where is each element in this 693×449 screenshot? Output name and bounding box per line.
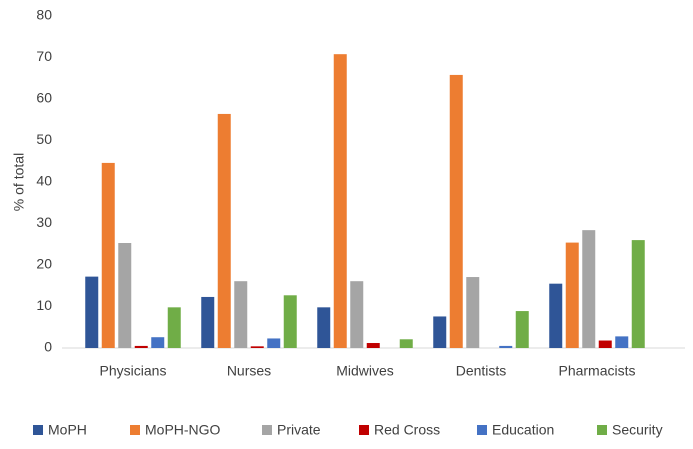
- legend-label: MoPH: [48, 422, 87, 438]
- bar: [217, 113, 231, 348]
- y-tick-label: 60: [36, 90, 52, 106]
- y-tick-label: 70: [36, 48, 52, 64]
- bar: [350, 281, 364, 348]
- legend-label: Red Cross: [374, 422, 440, 438]
- bar: [201, 296, 215, 348]
- bar: [134, 345, 148, 348]
- bar: [433, 316, 447, 348]
- bar: [333, 54, 347, 349]
- x-tick-label: Physicians: [100, 363, 167, 379]
- y-tick-label: 10: [36, 297, 52, 313]
- legend-swatch: [359, 425, 369, 435]
- x-tick-label: Nurses: [227, 363, 271, 379]
- bar: [151, 337, 165, 348]
- bar: [283, 295, 297, 348]
- legend-label: MoPH-NGO: [145, 422, 221, 438]
- x-tick-label: Dentists: [456, 363, 507, 379]
- bar: [449, 74, 463, 349]
- bar: [549, 283, 563, 348]
- bar: [515, 311, 529, 348]
- legend-label: Private: [277, 422, 321, 438]
- y-tick-label: 80: [36, 7, 52, 23]
- bar: [366, 343, 380, 348]
- legend-label: Security: [612, 422, 663, 438]
- legend-swatch: [33, 425, 43, 435]
- x-tick-label: Pharmacists: [558, 363, 635, 379]
- legend-label: Education: [492, 422, 554, 438]
- y-tick-label: 50: [36, 131, 52, 147]
- y-axis-label: % of total: [11, 153, 27, 211]
- y-tick-label: 20: [36, 256, 52, 272]
- bar: [167, 307, 181, 348]
- bar: [582, 230, 596, 348]
- legend-swatch: [597, 425, 607, 435]
- bar: [85, 276, 99, 348]
- bar: [267, 338, 281, 348]
- x-tick-label: Midwives: [336, 363, 394, 379]
- bar: [631, 240, 645, 348]
- bar: [317, 307, 331, 348]
- y-tick-label: 30: [36, 214, 52, 230]
- bar: [250, 346, 264, 348]
- bar: [565, 242, 579, 348]
- bar: [466, 277, 480, 348]
- bar: [615, 336, 629, 348]
- legend-swatch: [262, 425, 272, 435]
- y-tick-label: 40: [36, 173, 52, 189]
- legend-swatch: [477, 425, 487, 435]
- legend-swatch: [130, 425, 140, 435]
- bar: [101, 162, 115, 348]
- bar: [118, 243, 132, 348]
- bar: [234, 281, 248, 348]
- bar: [598, 340, 612, 348]
- bar: [499, 345, 513, 348]
- bar: [399, 339, 413, 348]
- y-tick-label: 0: [44, 339, 52, 355]
